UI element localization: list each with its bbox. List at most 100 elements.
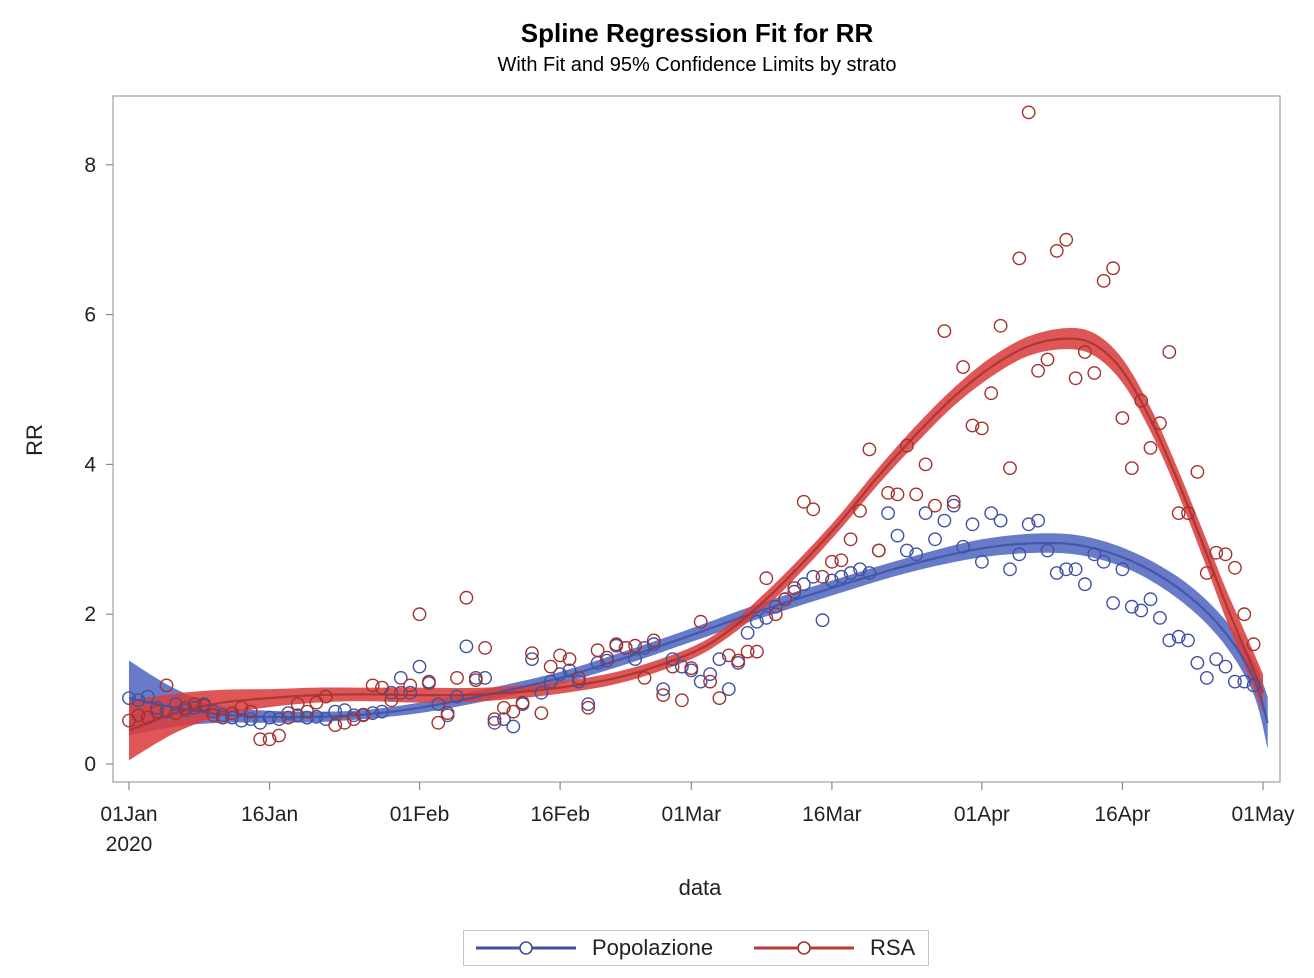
data-point-rsa xyxy=(834,553,849,568)
data-point-rsa xyxy=(1031,363,1046,378)
plot-frame xyxy=(112,95,1281,783)
x-axis-label: data xyxy=(679,875,723,900)
data-point-popolazione xyxy=(159,704,174,719)
data-point-popolazione xyxy=(478,671,492,685)
data-point-rsa xyxy=(1096,273,1111,288)
data-point-rsa xyxy=(1218,547,1233,562)
chart-title: Spline Regression Fit for RR xyxy=(520,18,874,48)
data-point-popolazione xyxy=(572,674,586,689)
data-point-rsa xyxy=(187,697,202,711)
data-point-popolazione xyxy=(1106,596,1121,610)
data-point-popolazione xyxy=(693,674,708,689)
data-point-rsa xyxy=(1068,371,1083,386)
x-tick-label: 16Mar xyxy=(802,803,862,826)
data-point-rsa xyxy=(1237,607,1252,622)
data-point-rsa xyxy=(656,688,671,702)
data-point-popolazione xyxy=(796,577,811,592)
data-point-rsa xyxy=(1003,461,1017,475)
data-point-rsa xyxy=(1059,232,1074,247)
data-point-popolazione xyxy=(487,715,502,730)
data-point-rsa xyxy=(646,633,661,648)
data-point-rsa xyxy=(1134,393,1149,408)
data-point-popolazione xyxy=(993,513,1008,528)
data-point-popolazione xyxy=(1115,562,1130,577)
data-point-rsa xyxy=(1246,637,1261,652)
data-point-rsa xyxy=(759,571,774,586)
data-point-rsa xyxy=(825,554,839,569)
fit-line-popolazione xyxy=(128,541,1269,724)
data-point-rsa xyxy=(234,700,249,715)
data-point-popolazione xyxy=(834,569,849,584)
data-point-popolazione xyxy=(393,671,408,685)
data-point-rsa xyxy=(787,581,802,595)
data-point-rsa xyxy=(384,693,399,708)
data-point-rsa xyxy=(909,487,924,502)
data-point-popolazione xyxy=(140,689,155,704)
data-point-rsa xyxy=(984,386,999,401)
data-point-popolazione xyxy=(187,700,202,715)
data-point-popolazione xyxy=(646,637,661,652)
data-point-rsa xyxy=(815,569,830,584)
data-point-rsa xyxy=(1049,243,1064,258)
data-point-rsa xyxy=(318,689,333,704)
x-tick-label: 01Jan xyxy=(100,803,157,826)
data-point-popolazione xyxy=(1021,517,1036,532)
data-point-rsa xyxy=(543,659,558,674)
y-tick-label: 2 xyxy=(84,603,96,626)
data-point-rsa xyxy=(956,360,970,374)
data-point-popolazione xyxy=(956,539,970,554)
data-point-popolazione xyxy=(225,710,240,725)
data-point-rsa xyxy=(450,671,464,685)
data-point-rsa xyxy=(459,590,474,605)
data-point-rsa xyxy=(1190,464,1205,479)
data-point-rsa xyxy=(1228,560,1242,575)
data-point-rsa xyxy=(197,698,211,713)
data-point-popolazione xyxy=(740,626,755,640)
data-point-popolazione xyxy=(1162,633,1177,648)
data-point-rsa xyxy=(993,318,1008,333)
x-tick-label: 16Apr xyxy=(1094,803,1150,826)
x-tick-label: 16Jan xyxy=(241,803,298,826)
data-point-rsa xyxy=(1181,506,1195,520)
data-point-popolazione xyxy=(703,667,717,681)
data-point-rsa xyxy=(150,704,165,719)
data-point-popolazione xyxy=(346,708,361,723)
data-point-popolazione xyxy=(637,641,652,655)
data-point-rsa xyxy=(272,728,286,743)
legend-item-rsa[interactable]: RSA xyxy=(752,931,915,965)
data-point-rsa xyxy=(487,712,502,726)
data-point-rsa xyxy=(1171,506,1186,520)
data-point-rsa xyxy=(1106,261,1121,276)
data-point-rsa xyxy=(262,732,277,747)
data-point-rsa xyxy=(356,708,371,723)
data-point-popolazione xyxy=(918,506,933,520)
data-point-rsa xyxy=(712,691,727,705)
data-point-popolazione xyxy=(525,652,539,666)
data-point-rsa xyxy=(703,674,717,689)
data-point-popolazione xyxy=(712,652,727,666)
data-point-rsa xyxy=(731,653,746,668)
data-point-popolazione xyxy=(1096,554,1111,569)
data-point-rsa xyxy=(600,650,614,665)
data-point-rsa xyxy=(553,648,567,663)
x-axis: 01Jan 2020 16Jan 01Feb 16Feb 01Mar 16Mar 01Apr 1… xyxy=(100,782,1295,856)
legend-label-popolazione: Popolazione xyxy=(592,935,714,960)
data-point-rsa xyxy=(468,673,483,687)
data-point-popolazione xyxy=(628,652,642,666)
data-point-popolazione xyxy=(1228,674,1242,689)
data-point-rsa xyxy=(918,457,933,472)
legend-item-popolazione[interactable]: Popolazione xyxy=(474,931,713,965)
data-point-rsa xyxy=(403,678,418,693)
fit-lines xyxy=(128,337,1269,732)
x-tick-label: 01Feb xyxy=(390,803,450,826)
data-point-popolazione xyxy=(928,532,942,547)
data-point-rsa xyxy=(1040,352,1055,367)
data-point-rsa xyxy=(253,732,268,747)
data-point-rsa xyxy=(562,652,577,666)
data-point-popolazione xyxy=(1040,543,1055,558)
x-tick-label: 01Mar xyxy=(662,803,722,826)
data-point-popolazione xyxy=(412,659,427,674)
data-point-popolazione xyxy=(721,682,736,696)
y-tick-label: 6 xyxy=(84,304,96,327)
data-point-popolazione xyxy=(1124,599,1139,614)
